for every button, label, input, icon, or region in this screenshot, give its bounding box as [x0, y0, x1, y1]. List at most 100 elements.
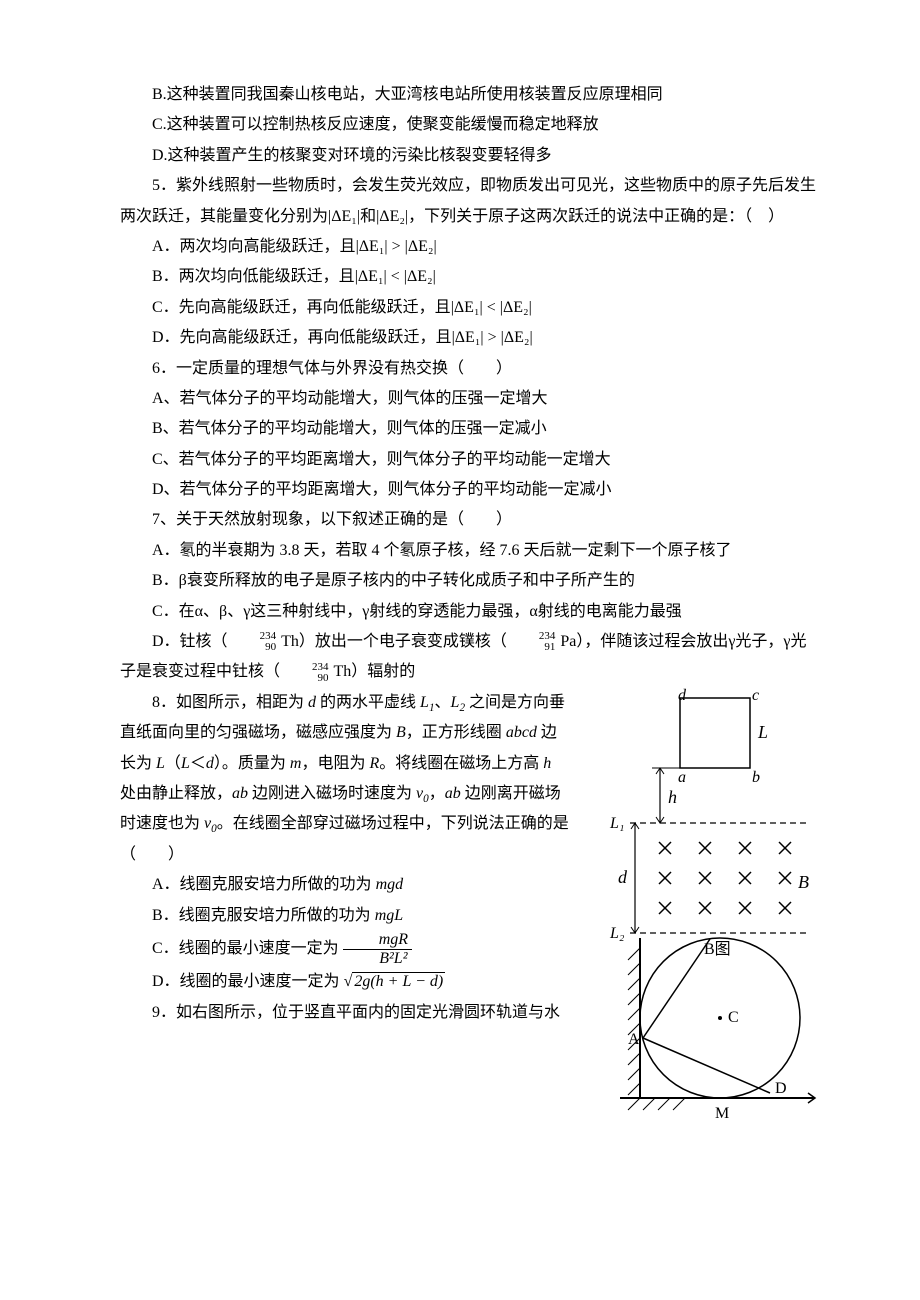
lt-sign: <	[387, 268, 404, 285]
q8a: 8．如图所示，相距为	[152, 694, 308, 711]
z-90-2: 90	[280, 673, 329, 684]
q5-c-e1: |ΔE₁|	[451, 299, 483, 316]
q8-option-d: D．线圈的最小速度一定为 √2g(h + L − d)	[120, 967, 570, 997]
q5-d-e2: |ΔE₂|	[501, 329, 533, 346]
q5-stem-b: 和	[360, 208, 376, 225]
sym-h: h	[543, 755, 551, 772]
q8c-num: mgR	[343, 931, 412, 950]
sym-m: m	[290, 755, 302, 772]
q7-option-b: B．β衰变所释放的电子是原子核内的中子转化成质子和中子所产生的	[120, 566, 820, 596]
sym-v0: v0	[416, 785, 429, 802]
sym-d2: d	[206, 755, 214, 772]
q5-c-e2: |ΔE₂|	[500, 299, 532, 316]
q7d-d: Th）辐射的	[330, 663, 416, 680]
sym-B: B	[396, 724, 406, 741]
lt-sign-2: <	[483, 299, 500, 316]
q6-option-c: C、若气体分子的平均距离增大，则气体分子的平均动能一定增大	[120, 445, 820, 475]
nuclide-th-1: 23490	[228, 631, 277, 653]
q7d-b: Th）放出一个电子衰变成镤核（	[277, 633, 507, 650]
q5-b-e1: |ΔE₁|	[355, 268, 387, 285]
sym-L2: L2	[451, 694, 466, 711]
sym-d: d	[308, 694, 316, 711]
fig-label-M: M	[715, 1105, 729, 1122]
q4-option-c: C.这种装置可以控制热核反应速度，使聚变能缓慢而稳定地释放	[120, 110, 820, 140]
sym-ab: ab	[232, 785, 248, 802]
fig-label-Bright: B	[798, 872, 809, 892]
fig-label-L1: L₁	[609, 815, 624, 832]
q8j: ，电阻为	[301, 755, 369, 772]
sym-L: L	[156, 755, 165, 772]
q8c-t: C．线圈的最小速度一定为	[152, 940, 343, 957]
q7-option-d: D．钍核（23490 Th）放出一个电子衰变成镤核（23491 Pa），伴随该过…	[120, 627, 820, 688]
figure-svg: d c a b L h L₁ L₂ d	[580, 688, 820, 1128]
q7-option-c: C．在α、β、γ这三种射线中，γ射线的穿透能力最强，α射线的电离能力最强	[120, 597, 820, 627]
nuclide-pa: 23491	[507, 631, 556, 653]
q6-option-d: D、若气体分子的平均距离增大，则气体分子的平均动能一定减小	[120, 475, 820, 505]
q8b-m: mgL	[375, 907, 403, 924]
fig-label-dleft: d	[618, 867, 628, 887]
q9-stem: 9．如右图所示，位于竖直平面内的固定光滑圆环轨道与水	[120, 998, 570, 1028]
q5-a-e1: |ΔE₁|	[356, 238, 388, 255]
fig-label-L2: L₂	[609, 925, 625, 942]
fig-label-c: c	[752, 688, 759, 704]
q5-option-d: D．先向高能级跃迁，再向低能级跃迁，且|ΔE₁| > |ΔE₂|	[120, 323, 820, 353]
fig-label-Lside: L	[757, 722, 768, 742]
fig-label-b: b	[752, 769, 760, 786]
sym-ab2: ab	[445, 785, 461, 802]
sym-R: R	[369, 755, 379, 772]
gt-sign-2: >	[484, 329, 501, 346]
q8d-sqrt: √2g(h + L − d)	[344, 972, 446, 990]
q5-stem-c: ，下列关于原子这两次跃迁的说法中正确的是：（ ）	[408, 208, 784, 225]
q4-option-d: D.这种装置产生的核聚变对环境的污染比核裂变要轻得多	[120, 141, 820, 171]
q5-a-e2: |ΔE₂|	[405, 238, 437, 255]
q8m: 边刚进入磁场时速度为	[248, 785, 416, 802]
q5-b-e2: |ΔE₂|	[404, 268, 436, 285]
q8k: 。将线圈在磁场上方高	[379, 755, 543, 772]
L1l: L	[420, 694, 429, 711]
q5-b-text: B．两次均向低能级跃迁，且	[152, 268, 355, 285]
sym-abcd: abcd	[506, 724, 537, 741]
q5-option-b: B．两次均向低能级跃迁，且|ΔE₁| < |ΔE₂|	[120, 262, 820, 292]
sym-v0b: v0	[204, 815, 217, 832]
z-90-1: 90	[228, 642, 277, 653]
q8-option-c: C．线圈的最小速度一定为 mgRB²L²	[120, 931, 570, 967]
fig-label-d: d	[678, 688, 687, 704]
q8n: ，	[429, 785, 445, 802]
q6-option-a: A、若气体分子的平均动能增大，则气体的压强一定增大	[120, 384, 820, 414]
q5-option-a: A．两次均向高能级跃迁，且|ΔE₁| > |ΔE₂|	[120, 232, 820, 262]
q5-stem: 5．紫外线照射一些物质时，会发生荧光效应，即物质发出可见光，这些物质中的原子先后…	[120, 171, 820, 232]
fig-label-a: a	[678, 769, 686, 786]
q8-option-b: B．线圈克服安培力所做的功为 mgL	[120, 901, 570, 931]
q8e: ，正方形线圈	[406, 724, 506, 741]
q8c-den: B²L²	[343, 950, 412, 968]
fig-label-D: D	[775, 1080, 787, 1097]
q8l: 处由静止释放，	[120, 785, 232, 802]
fig-label-Btu: B图	[704, 941, 731, 958]
q5-c-text: C．先向高能级跃迁，再向低能级跃迁，且	[152, 299, 451, 316]
q8d-rad: 2g(h + L − d)	[352, 972, 445, 990]
q7-stem: 7、关于天然放射现象，以下叙述正确的是（ ）	[120, 505, 820, 535]
q6-stem: 6．一定质量的理想气体与外界没有热交换（ ）	[120, 354, 820, 384]
q8i: ）。质量为	[214, 755, 290, 772]
q8c: 、	[435, 694, 451, 711]
q8-text-col: 8．如图所示，相距为 d 的两水平虚线 L1、L2 之间是方向垂直纸面向里的匀强…	[120, 688, 570, 1028]
q5-de2: |ΔE₂|	[376, 208, 408, 225]
sym-L1: L1	[420, 694, 435, 711]
q8-figure: d c a b L h L₁ L₂ d	[580, 688, 820, 1139]
q7d-a: D．钍核（	[152, 633, 228, 650]
q5-d-text: D．先向高能级跃迁，再向低能级跃迁，且	[152, 329, 452, 346]
fig-label-h: h	[668, 787, 677, 807]
q8d-t: D．线圈的最小速度一定为	[152, 973, 344, 990]
q5-de1: |ΔE₁|	[328, 208, 360, 225]
q5-d-e1: |ΔE₁|	[452, 329, 484, 346]
q5-a-text: A．两次均向高能级跃迁，且	[152, 238, 356, 255]
q4-option-b: B.这种装置同我国秦山核电站，大亚湾核电站所使用核装置反应原理相同	[120, 80, 820, 110]
q8b: 的两水平虚线	[316, 694, 420, 711]
nuclide-th-2: 23490	[280, 662, 329, 684]
q8-row: 8．如图所示，相距为 d 的两水平虚线 L1、L2 之间是方向垂直纸面向里的匀强…	[120, 688, 820, 1139]
fig-label-A: A	[628, 1031, 640, 1048]
q8a-m: mgd	[376, 876, 404, 893]
q8g: （	[165, 755, 181, 772]
q8-stem: 8．如图所示，相距为 d 的两水平虚线 L1、L2 之间是方向垂直纸面向里的匀强…	[120, 688, 570, 870]
q8a-t: A．线圈克服安培力所做的功为	[152, 876, 376, 893]
